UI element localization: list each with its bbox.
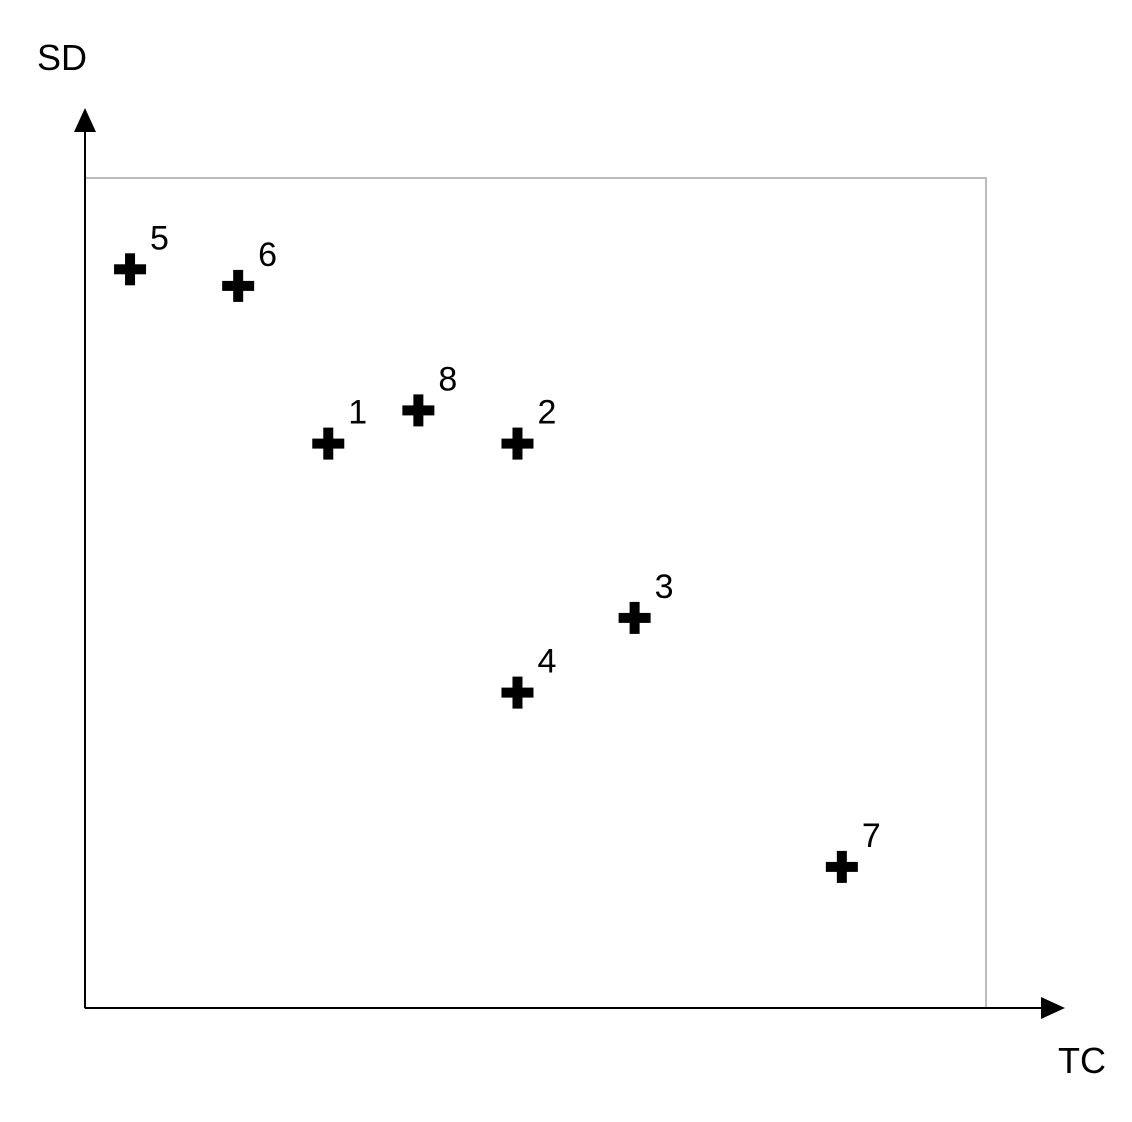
data-point-1: 1	[312, 394, 367, 460]
data-point-6: 6	[222, 236, 277, 302]
data-point-2: 2	[501, 394, 556, 460]
data-points: 1 2 3 4 5 6 7 8	[114, 219, 881, 883]
x-axis-arrowhead	[1041, 997, 1065, 1019]
plus-marker	[312, 427, 345, 460]
plus-marker	[402, 394, 435, 427]
x-axis-label: TC	[1058, 1040, 1106, 1081]
data-point-4: 4	[501, 643, 556, 709]
plus-marker	[825, 850, 858, 883]
point-label: 2	[537, 394, 556, 432]
data-point-8: 8	[402, 360, 457, 427]
point-label: 7	[862, 817, 881, 855]
plus-marker	[501, 676, 534, 709]
data-point-3: 3	[618, 568, 674, 634]
point-label: 4	[537, 643, 556, 681]
point-label: 1	[348, 394, 367, 432]
point-label: 8	[438, 360, 457, 398]
point-label: 6	[258, 236, 277, 274]
y-axis-arrowhead	[74, 108, 96, 132]
plus-marker	[222, 269, 255, 302]
data-point-7: 7	[825, 817, 881, 883]
point-label: 3	[655, 568, 674, 606]
plot-frame	[84, 177, 987, 1009]
plus-marker	[501, 427, 534, 460]
plus-marker	[114, 253, 147, 286]
plus-marker	[618, 601, 651, 634]
y-axis-label: SD	[37, 37, 87, 78]
data-point-5: 5	[114, 219, 169, 286]
point-label: 5	[150, 219, 169, 257]
